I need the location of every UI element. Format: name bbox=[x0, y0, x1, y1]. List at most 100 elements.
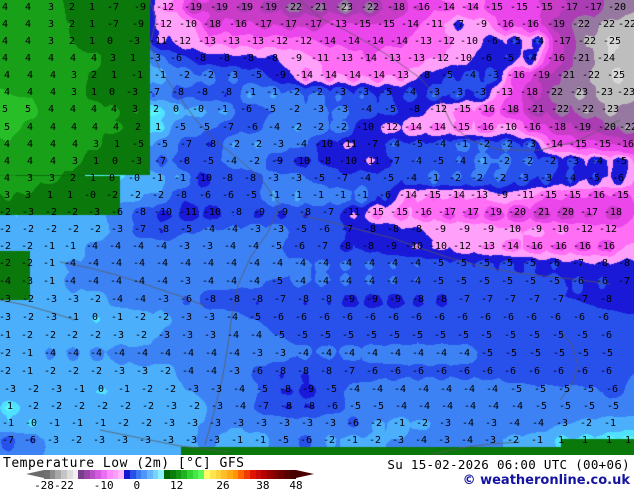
temperature-value-label: -8 bbox=[217, 53, 231, 64]
temperature-value-label: -1 bbox=[110, 312, 124, 323]
temperature-value-label: -22 bbox=[571, 19, 591, 30]
temperature-value-label: -5 bbox=[433, 330, 447, 341]
temperature-value-label: -5 bbox=[431, 156, 445, 167]
temperature-value-label: -7 bbox=[480, 294, 494, 305]
temperature-value-label: -6 bbox=[575, 366, 589, 377]
temperature-value-label: -6 bbox=[363, 312, 377, 323]
temperature-value-label: -1 bbox=[72, 384, 86, 395]
temperature-value-label: -18 bbox=[519, 87, 539, 98]
temperature-value-label: -21 bbox=[308, 2, 328, 13]
temperature-value-label: 0 bbox=[108, 173, 116, 184]
temperature-value-label: -2 bbox=[163, 384, 177, 395]
temperature-value-label: 4 bbox=[3, 87, 11, 98]
temperature-value-label: -4 bbox=[507, 418, 521, 429]
temperature-value-label: -6 bbox=[527, 366, 541, 377]
temperature-value-label: -13 bbox=[476, 241, 496, 252]
temperature-value-label: 3 bbox=[70, 87, 78, 98]
temperature-value-label: -4 bbox=[362, 276, 376, 287]
temperature-value-label: -2 bbox=[72, 401, 86, 412]
temperature-colorbar[interactable]: -28 -22 -10 0 12 26 38 48 bbox=[24, 470, 314, 490]
temperature-value-label: -3 bbox=[20, 276, 34, 287]
temperature-value-label: -3 bbox=[111, 330, 125, 341]
temperature-value-label: -5 bbox=[454, 258, 468, 269]
temperature-value-label: -2 bbox=[43, 330, 57, 341]
temperature-value-label: -22 bbox=[544, 87, 564, 98]
temperature-value-label: -3 bbox=[438, 418, 452, 429]
temperature-value-label: -2 bbox=[133, 312, 147, 323]
temperature-value-label: -14 bbox=[365, 36, 385, 47]
temperature-value-label: -15 bbox=[365, 207, 385, 218]
temperature-value-label: 1 bbox=[89, 173, 97, 184]
temperature-value-label: 2 bbox=[68, 2, 76, 13]
temperature-value-label: -6 bbox=[221, 190, 235, 201]
temperature-value-label: -8 bbox=[386, 224, 400, 235]
temperature-value-label: -2 bbox=[21, 224, 35, 235]
temperature-value-label: -23 bbox=[569, 87, 589, 98]
temperature-value-label: -1 bbox=[20, 366, 34, 377]
temperature-value-label: -5 bbox=[508, 36, 522, 47]
temperature-value-label: -3 bbox=[333, 87, 347, 98]
temperature-value-label: -4 bbox=[387, 139, 401, 150]
temperature-value-label: -17 bbox=[552, 36, 572, 47]
temperature-value-label: -13 bbox=[469, 190, 489, 201]
temperature-value-label: -6 bbox=[595, 276, 609, 287]
temperature-value-label: -23 bbox=[594, 87, 614, 98]
temperature-value-label: -2 bbox=[579, 418, 593, 429]
temperature-value-label: -11 bbox=[424, 19, 444, 30]
temperature-value-label: -5 bbox=[324, 384, 338, 395]
colorbar-swatch bbox=[232, 470, 239, 479]
temperature-value-label: -8 bbox=[318, 156, 332, 167]
temperature-value-label: -0 bbox=[24, 418, 38, 429]
temperature-value-label: 4 bbox=[26, 87, 34, 98]
temperature-value-label: -4 bbox=[155, 276, 169, 287]
temperature-value-label: 4 bbox=[90, 104, 98, 115]
temperature-value-label: -8 bbox=[273, 366, 287, 377]
temperature-value-label: -2 bbox=[0, 241, 12, 252]
temperature-map[interactable]: 4 4 3 2 1 -7 -9 -12 -19 -19 -19 -19 -22 -21 -23 -22 -18-… bbox=[0, 0, 634, 455]
temperature-value-label: -4 bbox=[453, 156, 467, 167]
temperature-value-label: 4 bbox=[69, 53, 77, 64]
colorbar-swatch bbox=[141, 470, 147, 479]
colorbar-swatch bbox=[278, 470, 285, 479]
temperature-value-label: -13 bbox=[221, 36, 241, 47]
temperature-value-label: -8 bbox=[174, 190, 188, 201]
temperature-value-label: -3 bbox=[254, 418, 268, 429]
temperature-value-label: -19 bbox=[531, 70, 551, 81]
temperature-value-label: 4 bbox=[24, 2, 32, 13]
temperature-value-label: -2 bbox=[334, 122, 348, 133]
temperature-value-label: -1 bbox=[63, 241, 77, 252]
colorbar-tick: 48 bbox=[289, 479, 303, 490]
temperature-value-label: 4 bbox=[26, 70, 34, 81]
temperature-value-label: -17 bbox=[559, 2, 579, 13]
temperature-value-label: -5 bbox=[575, 330, 589, 341]
temperature-value-label: -23 bbox=[616, 87, 634, 98]
temperature-value-label: -3 bbox=[473, 87, 487, 98]
temperature-value-label: -8 bbox=[250, 294, 264, 305]
temperature-value-label: -3 bbox=[207, 435, 221, 446]
temperature-value-label: -2 bbox=[140, 384, 154, 395]
temperature-value-label: -4 bbox=[463, 70, 477, 81]
temperature-value-label: -7 bbox=[503, 294, 517, 305]
temperature-value-label: -16 bbox=[475, 122, 495, 133]
temperature-value-label: -9 bbox=[495, 190, 509, 201]
temperature-value-label: -22 bbox=[360, 2, 380, 13]
temperature-value-label: -6 bbox=[599, 366, 613, 377]
temperature-value-label: -4 bbox=[247, 276, 261, 287]
map-footer: Temperature Low (2m) [°C] GFS Su 15-02-2… bbox=[0, 455, 634, 490]
temperature-value-label: -1 bbox=[345, 435, 359, 446]
temperature-value-label: -5 bbox=[582, 401, 596, 412]
temperature-value-label: 4 bbox=[91, 122, 99, 133]
temperature-value-label: -2 bbox=[88, 224, 102, 235]
temperature-value-label: -4 bbox=[108, 241, 122, 252]
temperature-value-label: -1 bbox=[253, 435, 267, 446]
temperature-value-label: -5 bbox=[272, 330, 286, 341]
temperature-value-label: -6 bbox=[250, 366, 264, 377]
temperature-value-label: -4 bbox=[388, 348, 402, 359]
temperature-value-label: -0 bbox=[127, 173, 141, 184]
temperature-value-label: -17 bbox=[253, 19, 273, 30]
temperature-value-label: 1 bbox=[66, 190, 74, 201]
temperature-value-label: -3 bbox=[484, 418, 498, 429]
colorbar-swatch bbox=[227, 470, 233, 479]
temperature-value-label: -7 bbox=[387, 156, 401, 167]
temperature-value-label: -3 bbox=[161, 435, 175, 446]
